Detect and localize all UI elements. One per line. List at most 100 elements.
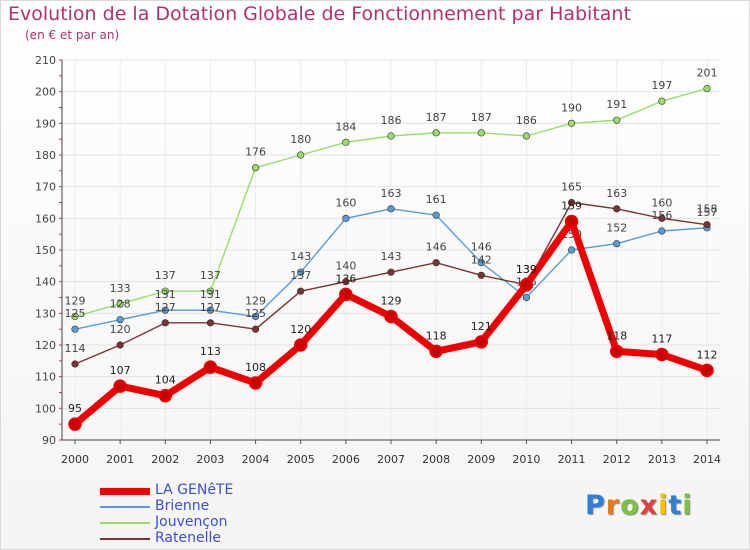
data-point bbox=[387, 268, 395, 276]
data-label: 143 bbox=[290, 250, 311, 263]
data-point bbox=[703, 221, 711, 229]
data-point bbox=[116, 300, 124, 308]
data-point bbox=[522, 132, 531, 140]
data-label: 129 bbox=[65, 295, 86, 308]
data-label: 129 bbox=[245, 295, 266, 308]
data-label: 117 bbox=[651, 333, 672, 346]
x-tick-label: 2009 bbox=[467, 453, 495, 466]
x-tick-label: 2007 bbox=[377, 453, 405, 466]
data-point bbox=[700, 363, 714, 378]
data-point bbox=[342, 278, 350, 286]
data-point bbox=[71, 325, 79, 333]
data-point bbox=[613, 116, 621, 124]
data-label: 125 bbox=[65, 307, 86, 320]
data-point bbox=[477, 271, 485, 279]
y-tick-label: 150 bbox=[35, 244, 56, 257]
data-label: 157 bbox=[697, 206, 718, 219]
x-tick-label: 2013 bbox=[648, 453, 676, 466]
data-label: 187 bbox=[471, 111, 492, 124]
data-point bbox=[432, 129, 440, 137]
data-label: 186 bbox=[381, 114, 402, 127]
y-tick-label: 200 bbox=[35, 86, 56, 99]
data-label: 161 bbox=[426, 193, 447, 206]
y-tick-label: 110 bbox=[35, 371, 56, 384]
data-point bbox=[613, 240, 621, 248]
data-label: 201 bbox=[697, 67, 718, 80]
data-label: 143 bbox=[381, 250, 402, 263]
data-point bbox=[613, 205, 621, 213]
data-label: 104 bbox=[155, 374, 176, 387]
data-point bbox=[161, 319, 169, 327]
data-point bbox=[609, 344, 624, 359]
x-tick-label: 2014 bbox=[693, 453, 721, 466]
y-tick-label: 100 bbox=[35, 402, 56, 415]
legend-label: Ratenelle bbox=[155, 530, 221, 546]
x-tick-label: 2010 bbox=[512, 453, 540, 466]
data-point bbox=[474, 335, 489, 349]
data-point bbox=[703, 84, 711, 93]
data-point bbox=[206, 306, 215, 314]
data-label: 114 bbox=[65, 342, 86, 355]
data-label: 186 bbox=[516, 114, 537, 127]
data-point bbox=[567, 246, 576, 254]
data-point bbox=[71, 360, 79, 368]
data-point bbox=[477, 129, 485, 137]
y-tick-label: 210 bbox=[35, 54, 56, 67]
data-label: 118 bbox=[426, 329, 447, 342]
data-label: 108 bbox=[245, 361, 266, 374]
x-tick-label: 2000 bbox=[61, 453, 89, 466]
data-point bbox=[68, 417, 82, 431]
data-point bbox=[519, 278, 534, 292]
x-tick-label: 2004 bbox=[242, 453, 270, 466]
data-point bbox=[658, 227, 666, 235]
y-tick-label: 170 bbox=[35, 181, 56, 194]
y-tick-label: 160 bbox=[35, 212, 56, 225]
x-tick-label: 2008 bbox=[422, 453, 450, 466]
data-label: 129 bbox=[381, 295, 402, 308]
data-point bbox=[432, 211, 440, 219]
data-point bbox=[342, 138, 350, 146]
data-label: 139 bbox=[516, 263, 537, 276]
data-label: 118 bbox=[606, 329, 627, 342]
chart-title: Evolution de la Dotation Globale de Fonc… bbox=[8, 3, 631, 25]
legend-label: Jouvençon bbox=[155, 514, 228, 530]
data-label: 95 bbox=[68, 402, 82, 415]
data-label: 112 bbox=[697, 348, 718, 361]
legend-label: LA GENêTE bbox=[155, 482, 234, 498]
data-label: 140 bbox=[335, 260, 356, 273]
data-label: 137 bbox=[290, 269, 311, 282]
legend-swatch bbox=[100, 538, 150, 540]
data-point bbox=[297, 287, 305, 295]
data-label: 127 bbox=[155, 301, 176, 314]
legend-label: Brienne bbox=[155, 498, 210, 514]
data-label: 125 bbox=[245, 307, 266, 320]
data-point bbox=[161, 306, 169, 314]
data-label: 190 bbox=[561, 101, 582, 114]
data-point bbox=[71, 312, 79, 321]
data-label: 137 bbox=[200, 269, 221, 282]
legend-swatch bbox=[100, 522, 150, 524]
data-point bbox=[251, 325, 260, 333]
data-label: 127 bbox=[200, 301, 221, 314]
data-point bbox=[567, 119, 576, 127]
data-point bbox=[655, 347, 669, 362]
data-point bbox=[567, 198, 576, 207]
data-label: 180 bbox=[290, 133, 311, 146]
data-point bbox=[477, 259, 485, 267]
data-point bbox=[206, 319, 215, 327]
data-point bbox=[658, 97, 666, 105]
y-tick-label: 140 bbox=[35, 276, 56, 289]
data-label: 120 bbox=[110, 323, 131, 336]
data-point bbox=[161, 287, 169, 295]
data-point bbox=[387, 132, 395, 140]
data-label: 121 bbox=[471, 320, 492, 333]
data-point bbox=[384, 309, 398, 324]
data-label: 163 bbox=[606, 187, 627, 200]
x-tick-label: 2002 bbox=[151, 453, 179, 466]
x-tick-label: 2005 bbox=[287, 453, 315, 466]
data-label: 133 bbox=[110, 282, 131, 295]
data-label: 160 bbox=[651, 196, 672, 209]
data-point bbox=[206, 287, 215, 295]
data-point bbox=[116, 316, 124, 324]
